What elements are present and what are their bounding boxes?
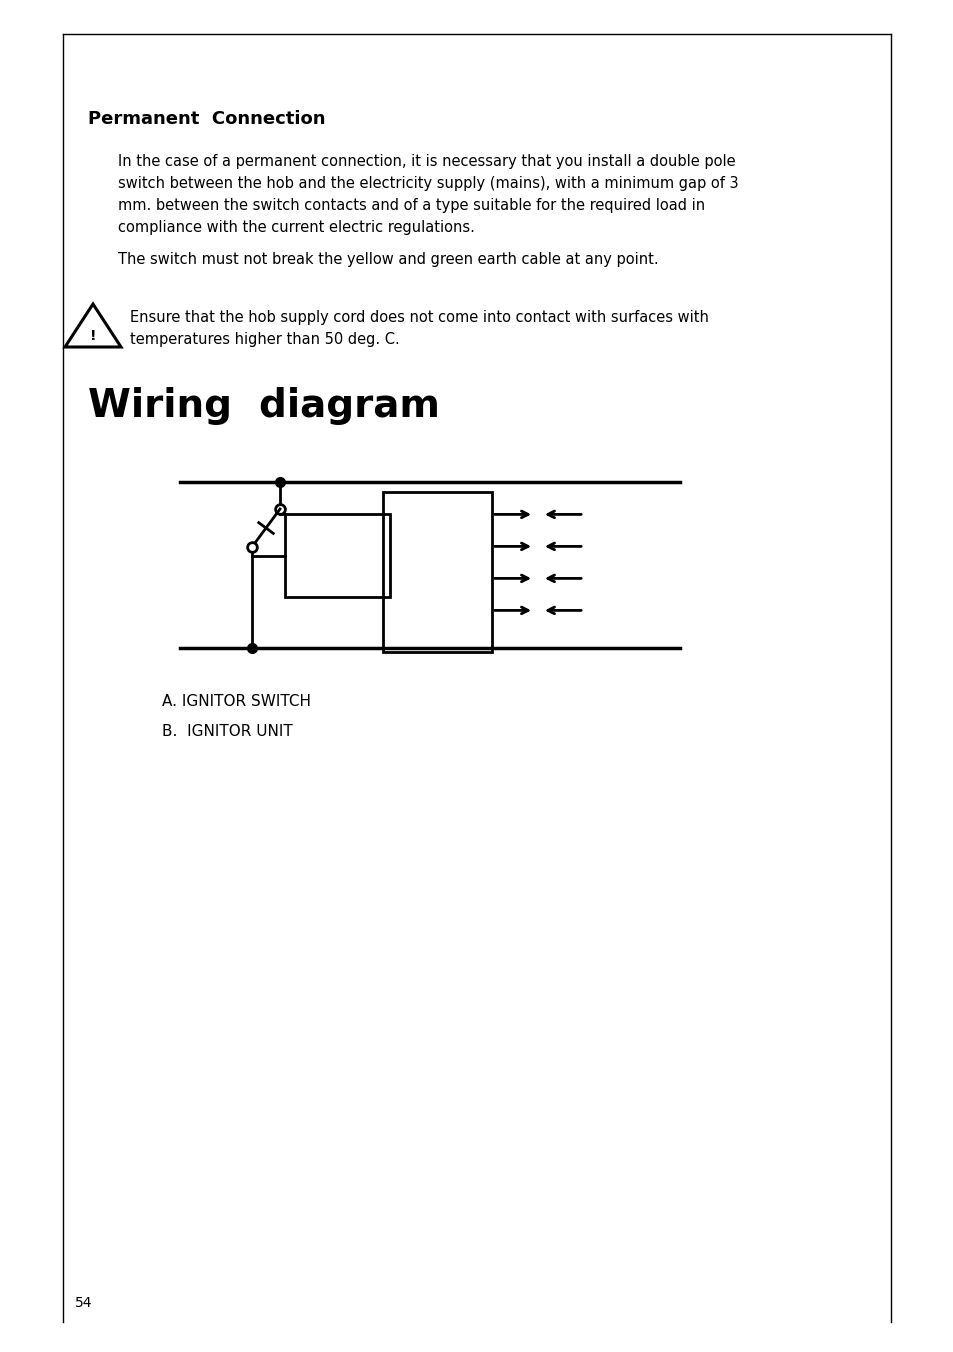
Text: !: ! — [90, 329, 96, 343]
Bar — [285, 514, 390, 598]
Text: 54: 54 — [75, 1297, 92, 1310]
Text: compliance with the current electric regulations.: compliance with the current electric reg… — [118, 220, 475, 235]
Text: Permanent  Connection: Permanent Connection — [88, 110, 325, 128]
Text: Wiring  diagram: Wiring diagram — [88, 387, 439, 425]
Text: B.  IGNITOR UNIT: B. IGNITOR UNIT — [162, 725, 293, 740]
Text: switch between the hob and the electricity supply (mains), with a minimum gap of: switch between the hob and the electrici… — [118, 176, 738, 191]
Text: In the case of a permanent connection, it is necessary that you install a double: In the case of a permanent connection, i… — [118, 154, 735, 169]
Text: mm. between the switch contacts and of a type suitable for the required load in: mm. between the switch contacts and of a… — [118, 197, 704, 214]
Text: A. IGNITOR SWITCH: A. IGNITOR SWITCH — [162, 694, 311, 708]
Bar — [382, 492, 492, 652]
Text: The switch must not break the yellow and green earth cable at any point.: The switch must not break the yellow and… — [118, 251, 658, 266]
Text: Ensure that the hob supply cord does not come into contact with surfaces with: Ensure that the hob supply cord does not… — [130, 310, 708, 324]
Text: temperatures higher than 50 deg. C.: temperatures higher than 50 deg. C. — [130, 333, 399, 347]
